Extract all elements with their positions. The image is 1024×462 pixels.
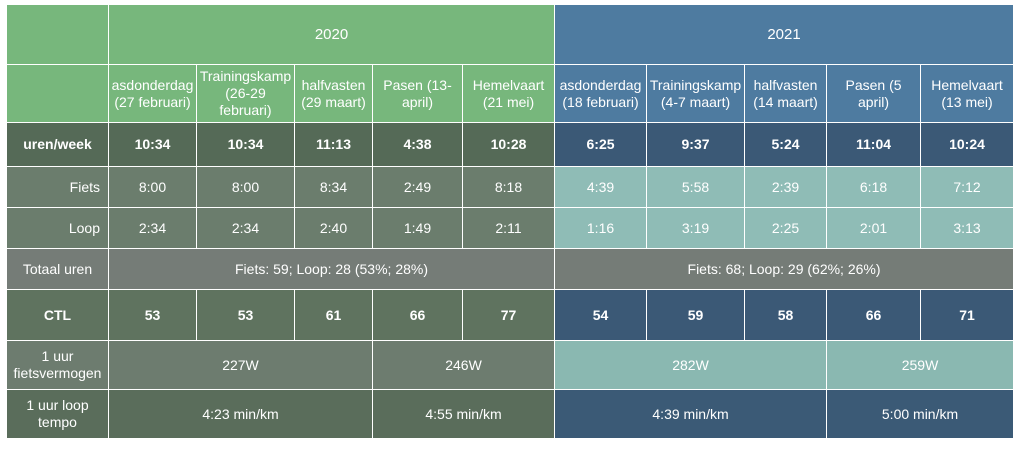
cell: 10:34: [196, 122, 295, 167]
cell: 58: [744, 289, 828, 341]
cell: 71: [920, 289, 1015, 341]
cell: 66: [372, 289, 463, 341]
cell: 1:49: [372, 207, 463, 249]
year-2021-header: 2021: [554, 4, 1015, 65]
cell: 53: [196, 289, 295, 341]
cell: 59: [646, 289, 746, 341]
row-label-loop: Loop: [6, 207, 109, 249]
cell: 2:01: [826, 207, 922, 249]
cell: 8:00: [196, 166, 295, 208]
row-label-fiets: Fiets: [6, 166, 109, 208]
cell: 2:40: [294, 207, 373, 249]
cell: 7:12: [920, 166, 1015, 208]
corner-cell: [6, 4, 109, 65]
event-2021-pasen: Pasen (5 april): [826, 64, 922, 123]
cell: 2:11: [461, 207, 556, 249]
row-label-totaal-uren: Totaal uren: [6, 248, 109, 290]
cell: 2:34: [196, 207, 295, 249]
cell: 5:24: [744, 122, 828, 167]
cell: 11:13: [294, 122, 373, 167]
event-2021-trainingskamp: Trainingskamp (4-7 maart): [646, 64, 746, 123]
row-label-uren-week: uren/week: [6, 122, 109, 167]
training-comparison-table: 2020 2021 asdonderdag (27 februari) Trai…: [6, 4, 1015, 439]
cell: 5:00 min/km: [826, 389, 1015, 439]
cell: 4:38: [372, 122, 463, 167]
cell: 227W: [108, 340, 373, 390]
cell: 259W: [826, 340, 1015, 390]
cell: 10:24: [920, 122, 1015, 167]
event-2020-hemelvaart: Hemelvaart (21 mei): [461, 64, 556, 123]
cell: 246W: [371, 340, 556, 390]
cell: 77: [461, 289, 556, 341]
event-2021-asdonderdag: asdonderdag (18 februari): [554, 64, 648, 123]
event-2020-trainingskamp: Trainingskamp (26-29 februari): [196, 64, 295, 123]
cell: 4:39: [554, 166, 648, 208]
cell: 4:55 min/km: [371, 389, 556, 439]
cell: 66: [826, 289, 922, 341]
cell: 8:00: [108, 166, 197, 208]
row-label-looptempo: 1 uur loop tempo: [6, 389, 109, 439]
row-label-ctl: CTL: [6, 289, 109, 341]
cell: 4:39 min/km: [554, 389, 828, 439]
cell: 53: [108, 289, 197, 341]
event-2020-asdonderdag: asdonderdag (27 februari): [108, 64, 197, 123]
cell: 4:23 min/km: [108, 389, 373, 439]
cell: 1:16: [554, 207, 648, 249]
cell: 54: [554, 289, 648, 341]
cell: 2:34: [108, 207, 197, 249]
cell: 8:18: [461, 166, 556, 208]
event-2020-halfvasten: halfvasten (29 maart): [294, 64, 373, 123]
cell: 2:25: [744, 207, 828, 249]
event-2021-hemelvaart: Hemelvaart (13 mei): [920, 64, 1015, 123]
row-label-fietsvermogen: 1 uur fietsvermogen: [6, 340, 109, 390]
cell: 3:19: [646, 207, 746, 249]
cell: 10:34: [108, 122, 197, 167]
cell: 2:39: [744, 166, 828, 208]
event-2020-pasen: Pasen (13-april): [372, 64, 463, 123]
totaal-2020: Fiets: 59; Loop: 28 (53%; 28%): [107, 248, 556, 290]
cell: 3:13: [920, 207, 1015, 249]
totaal-2021: Fiets: 68; Loop: 29 (62%; 26%): [554, 248, 1015, 290]
event-2021-halfvasten: halfvasten (14 maart): [744, 64, 828, 123]
cell: 11:04: [826, 122, 922, 167]
cell: 6:25: [554, 122, 648, 167]
year-2020-header: 2020: [107, 4, 556, 65]
cell: 9:37: [646, 122, 746, 167]
event-corner-cell: [6, 64, 109, 123]
cell: 5:58: [646, 166, 746, 208]
cell: 8:34: [294, 166, 373, 208]
cell: 282W: [554, 340, 828, 390]
cell: 2:49: [372, 166, 463, 208]
cell: 10:28: [461, 122, 556, 167]
cell: 6:18: [826, 166, 922, 208]
cell: 61: [294, 289, 373, 341]
